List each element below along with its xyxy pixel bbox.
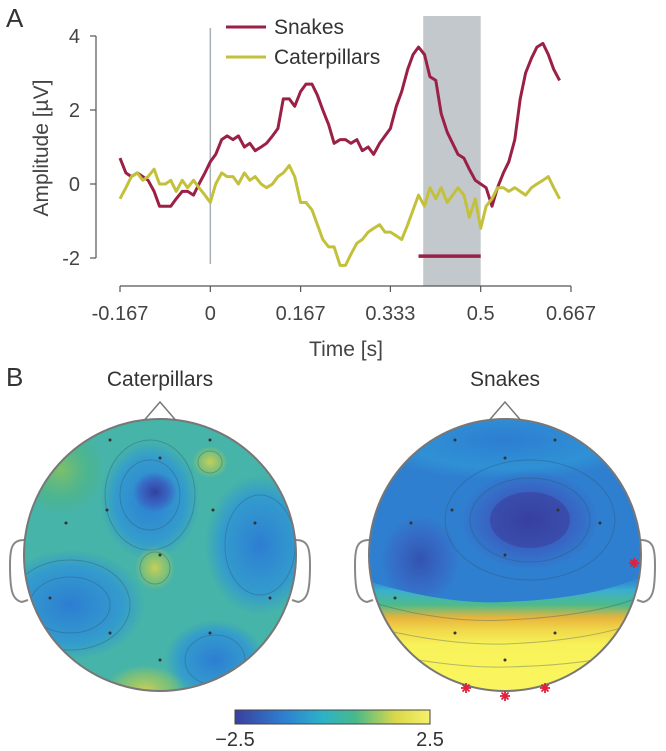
y-ticks: -2 0 2 4 (62, 26, 96, 270)
panel-b-letter: B (6, 362, 23, 392)
x-tick-label: 0.667 (546, 303, 596, 325)
line-chart: -2 0 2 4 -0.167 0 0.167 0.333 0.5 0.667 Time [s]… (30, 16, 596, 361)
panel-a-letter: A (6, 3, 24, 33)
map-title-snakes: Snakes (470, 368, 540, 391)
y-tick-label: 4 (69, 26, 80, 48)
y-tick-label: 2 (69, 100, 80, 122)
y-axis-label: Amplitude [µV] (30, 80, 53, 217)
legend-label: Caterpillars (274, 46, 380, 69)
legend: Snakes Caterpillars (226, 16, 380, 69)
colorbar-min-label: −2.5 (215, 729, 254, 751)
series-line-snakes (118, 41, 561, 208)
series-group (118, 41, 561, 267)
analysis-window-shade (423, 16, 481, 286)
head-outline (23, 418, 297, 692)
map-title-caterpillars: Caterpillars (107, 368, 213, 391)
x-tick-label: 0.333 (365, 303, 415, 325)
series-line-caterpillars (118, 164, 561, 267)
red-asterisk-icon (500, 691, 510, 701)
red-asterisk-icon (540, 683, 550, 693)
x-tick-label: -0.167 (92, 303, 149, 325)
colorbar-gradient (234, 709, 431, 725)
red-asterisk-icon (629, 558, 639, 568)
y-tick-label: -2 (62, 248, 80, 270)
x-tick-label: 0 (205, 303, 216, 325)
topomap-caterpillars: Caterpillars (8, 368, 312, 692)
y-tick-label: 0 (69, 174, 80, 196)
x-tick-label: 0.5 (467, 303, 495, 325)
colorbar: −2.5 2.5 (215, 709, 444, 751)
x-axis-label: Time [s] (309, 338, 383, 361)
significance-markers (461, 558, 639, 701)
x-tick-label: 0.167 (276, 303, 326, 325)
legend-label: Snakes (274, 16, 344, 39)
topomap-snakes: Snakes (353, 368, 657, 701)
colorbar-max-label: 2.5 (416, 729, 444, 751)
x-ticks: -0.167 0 0.167 0.333 0.5 0.667 (92, 286, 596, 325)
red-asterisk-icon (461, 683, 471, 693)
